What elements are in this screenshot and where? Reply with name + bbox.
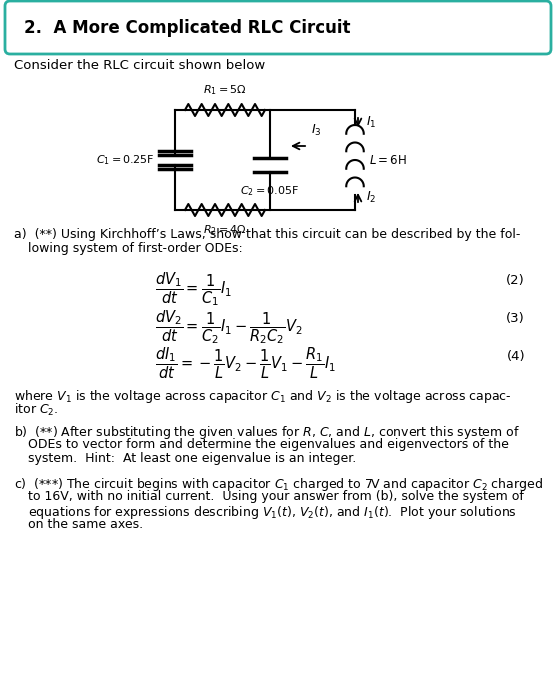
Text: a)  (**) Using Kirchhoff’s Laws, show that this circuit can be described by the : a) (**) Using Kirchhoff’s Laws, show tha…	[14, 228, 520, 241]
Text: $\dfrac{dV_2}{dt} = \dfrac{1}{C_2}I_1 - \dfrac{1}{R_2C_2}V_2$: $\dfrac{dV_2}{dt} = \dfrac{1}{C_2}I_1 - …	[155, 308, 303, 346]
Text: $I_3$: $I_3$	[311, 123, 321, 138]
Text: $\dfrac{dV_1}{dt} = \dfrac{1}{C_1}I_1$: $\dfrac{dV_1}{dt} = \dfrac{1}{C_1}I_1$	[155, 270, 232, 308]
FancyBboxPatch shape	[5, 1, 551, 54]
Text: $C_1 = 0.25\mathrm{F}$: $C_1 = 0.25\mathrm{F}$	[96, 153, 155, 167]
Text: $I_2$: $I_2$	[366, 190, 376, 205]
Text: b)  (**) After substituting the given values for $R$, $C$, and $L$, convert this: b) (**) After substituting the given val…	[14, 424, 520, 441]
Text: $\dfrac{dI_1}{dt} = -\dfrac{1}{L}V_2 - \dfrac{1}{L}V_1 - \dfrac{R_1}{L}I_1$: $\dfrac{dI_1}{dt} = -\dfrac{1}{L}V_2 - \…	[155, 346, 336, 382]
Text: $R_2 = 4\Omega$: $R_2 = 4\Omega$	[203, 223, 247, 237]
Text: to 16V, with no initial current.  Using your answer from (b), solve the system o: to 16V, with no initial current. Using y…	[28, 490, 524, 503]
Text: c)  (***) The circuit begins with capacitor $C_1$ charged to 7V and capacitor $C: c) (***) The circuit begins with capacit…	[14, 476, 543, 493]
Text: itor $C_2$.: itor $C_2$.	[14, 402, 58, 418]
Text: $L = 6\mathrm{H}$: $L = 6\mathrm{H}$	[369, 153, 407, 167]
Text: $C_2 = 0.05\mathrm{F}$: $C_2 = 0.05\mathrm{F}$	[240, 184, 300, 198]
Text: (4): (4)	[507, 350, 525, 363]
Text: 2.  A More Complicated RLC Circuit: 2. A More Complicated RLC Circuit	[24, 19, 350, 37]
Text: ODEs to vector form and determine the eigenvalues and eigenvectors of the: ODEs to vector form and determine the ei…	[28, 438, 509, 451]
Text: equations for expressions describing $V_1(t)$, $V_2(t)$, and $I_1(t)$.  Plot you: equations for expressions describing $V_…	[28, 504, 517, 521]
Text: system.  Hint:  At least one eigenvalue is an integer.: system. Hint: At least one eigenvalue is…	[28, 452, 356, 465]
Text: Consider the RLC circuit shown below: Consider the RLC circuit shown below	[14, 59, 265, 72]
Text: where $V_1$ is the voltage across capacitor $C_1$ and $V_2$ is the voltage acros: where $V_1$ is the voltage across capaci…	[14, 388, 512, 405]
Text: (2): (2)	[507, 274, 525, 287]
Text: (3): (3)	[507, 312, 525, 325]
Text: on the same axes.: on the same axes.	[28, 518, 143, 531]
Text: lowing system of first-order ODEs:: lowing system of first-order ODEs:	[28, 242, 243, 255]
Text: $I_1$: $I_1$	[366, 115, 376, 130]
Text: $R_1 = 5\Omega$: $R_1 = 5\Omega$	[203, 83, 247, 97]
